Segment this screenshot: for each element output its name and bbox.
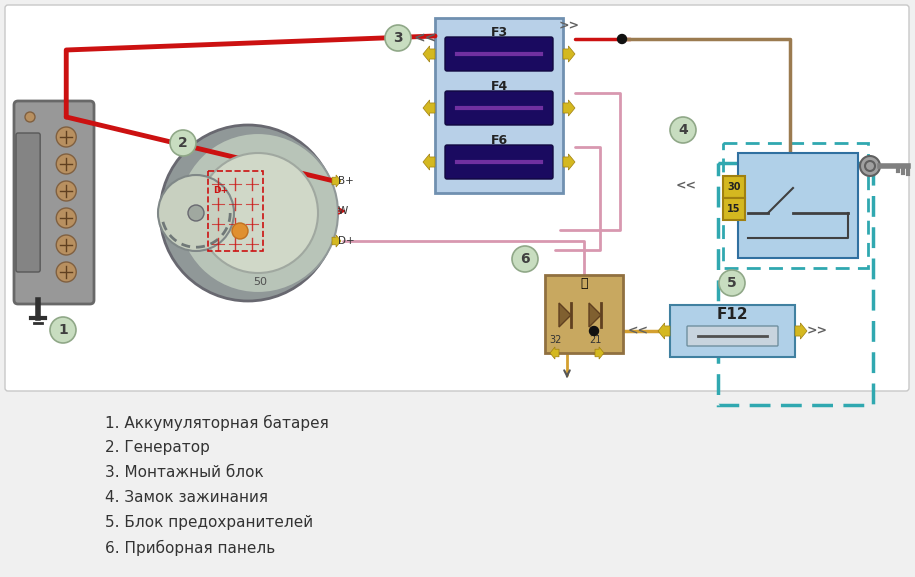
Polygon shape [589,303,601,327]
Text: 6. Приборная панель: 6. Приборная панель [105,540,275,556]
Text: 3. Монтажный блок: 3. Монтажный блок [105,465,264,480]
Polygon shape [332,235,341,247]
Circle shape [50,317,76,343]
Polygon shape [559,303,571,327]
Text: 6: 6 [521,252,530,266]
Text: F6: F6 [490,134,508,147]
Circle shape [56,262,76,282]
FancyBboxPatch shape [545,275,623,353]
Circle shape [860,156,880,176]
FancyBboxPatch shape [670,305,795,357]
Text: W: W [338,206,349,216]
Circle shape [512,246,538,272]
Text: B+: B+ [338,176,354,186]
FancyBboxPatch shape [723,198,745,220]
Circle shape [25,112,35,122]
Polygon shape [423,154,435,170]
FancyBboxPatch shape [435,18,563,193]
Polygon shape [563,100,575,116]
Circle shape [56,181,76,201]
Circle shape [158,175,234,251]
Polygon shape [332,175,341,187]
Text: 2. Генератор: 2. Генератор [105,440,210,455]
Circle shape [160,125,336,301]
FancyBboxPatch shape [445,145,553,179]
Text: 1. Аккумуляторная батарея: 1. Аккумуляторная батарея [105,415,328,431]
Text: >>: >> [558,20,579,32]
Polygon shape [550,347,559,359]
Text: 50: 50 [253,277,267,287]
FancyBboxPatch shape [16,133,40,272]
Text: 5: 5 [727,276,737,290]
Circle shape [56,235,76,255]
Circle shape [385,25,411,51]
Polygon shape [795,323,807,339]
Text: 3: 3 [393,31,403,45]
FancyBboxPatch shape [687,326,778,346]
Text: D+: D+ [213,186,228,195]
Text: 32: 32 [549,335,561,345]
FancyBboxPatch shape [445,91,553,125]
Text: <<: << [628,324,649,338]
Text: 5. Блок предохранителей: 5. Блок предохранителей [105,515,313,530]
Text: 2: 2 [178,136,188,150]
Circle shape [719,270,745,296]
Text: <<: << [675,179,696,193]
FancyBboxPatch shape [445,37,553,71]
FancyBboxPatch shape [5,5,909,391]
FancyBboxPatch shape [723,176,745,198]
Text: 21: 21 [589,335,601,345]
Text: >>: >> [806,324,827,338]
Polygon shape [563,46,575,62]
Circle shape [188,205,204,221]
Text: 🔋: 🔋 [580,277,587,290]
Text: 4: 4 [678,123,688,137]
Circle shape [56,154,76,174]
Circle shape [178,133,338,293]
Circle shape [618,35,627,43]
Text: <<: << [414,31,436,45]
Polygon shape [423,100,435,116]
Text: F4: F4 [490,80,508,93]
Text: D+: D+ [338,236,355,246]
Circle shape [670,117,696,143]
Text: F12: F12 [716,307,748,322]
Text: F3: F3 [490,26,508,39]
Polygon shape [658,323,670,339]
Text: 15: 15 [727,204,741,214]
Circle shape [198,153,318,273]
Polygon shape [595,347,604,359]
Polygon shape [563,154,575,170]
Text: 4. Замок зажинания: 4. Замок зажинания [105,490,268,505]
FancyBboxPatch shape [738,153,858,258]
Circle shape [56,208,76,228]
Circle shape [170,130,196,156]
Circle shape [56,127,76,147]
Text: 30: 30 [727,182,741,192]
Circle shape [589,327,598,335]
Polygon shape [423,46,435,62]
FancyBboxPatch shape [14,101,94,304]
Circle shape [232,223,248,239]
Text: 1: 1 [59,323,68,337]
